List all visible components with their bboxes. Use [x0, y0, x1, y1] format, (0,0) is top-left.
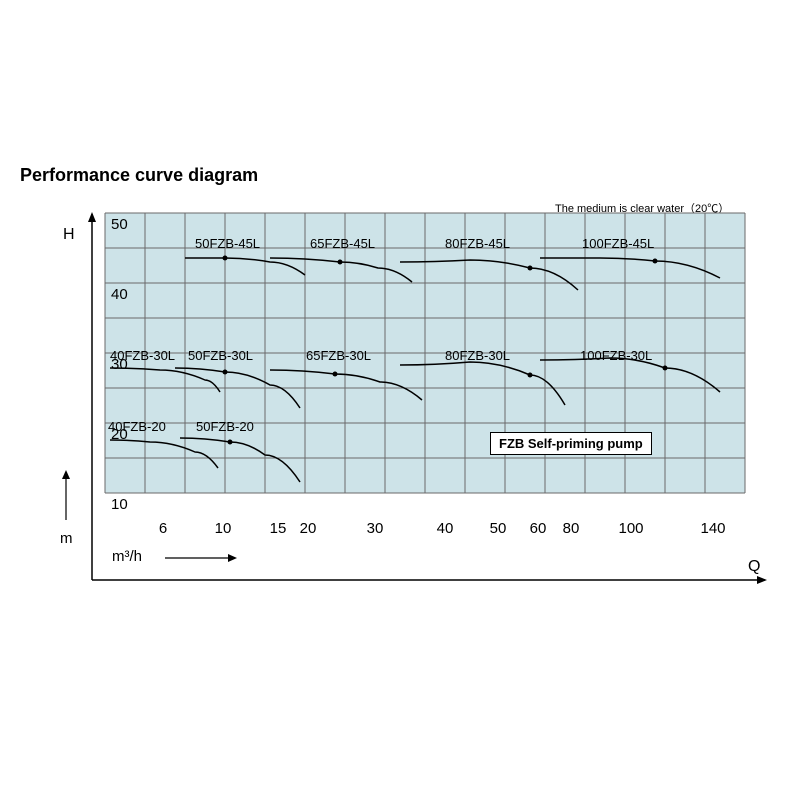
curve-label: 50FZB-45L	[195, 236, 260, 251]
x-tick: 10	[208, 520, 238, 537]
y-axis-label: H	[63, 226, 75, 244]
y-unit-label: m	[60, 530, 73, 547]
x-tick: 80	[556, 520, 586, 537]
x-tick: 60	[523, 520, 553, 537]
curve-label: 65FZB-45L	[310, 236, 375, 251]
x-tick: 140	[698, 520, 728, 537]
curve-label: 40FZB-20	[108, 419, 166, 434]
curve-label: 100FZB-45L	[582, 236, 654, 251]
y-tick: 10	[111, 496, 128, 513]
x-tick: 100	[616, 520, 646, 537]
x-tick: 6	[148, 520, 178, 537]
curve-label: 50FZB-30L	[188, 348, 253, 363]
curve-label: 50FZB-20	[196, 419, 254, 434]
curve-label: 40FZB-30L	[110, 348, 175, 363]
curve-label: 65FZB-30L	[306, 348, 371, 363]
x-tick: 20	[293, 520, 323, 537]
curve-label: 80FZB-45L	[445, 236, 510, 251]
y-tick: 40	[111, 286, 128, 303]
x-tick: 30	[360, 520, 390, 537]
x-tick: 40	[430, 520, 460, 537]
x-tick: 50	[483, 520, 513, 537]
curve-label: 100FZB-30L	[580, 348, 652, 363]
curve-label: 80FZB-30L	[445, 348, 510, 363]
x-tick: 15	[263, 520, 293, 537]
legend-box: FZB Self-priming pump	[490, 432, 652, 455]
x-axis-label: Q	[748, 558, 760, 576]
curves-svg	[0, 0, 800, 800]
x-unit-label: m³/h	[112, 548, 142, 565]
y-tick: 50	[111, 216, 128, 233]
